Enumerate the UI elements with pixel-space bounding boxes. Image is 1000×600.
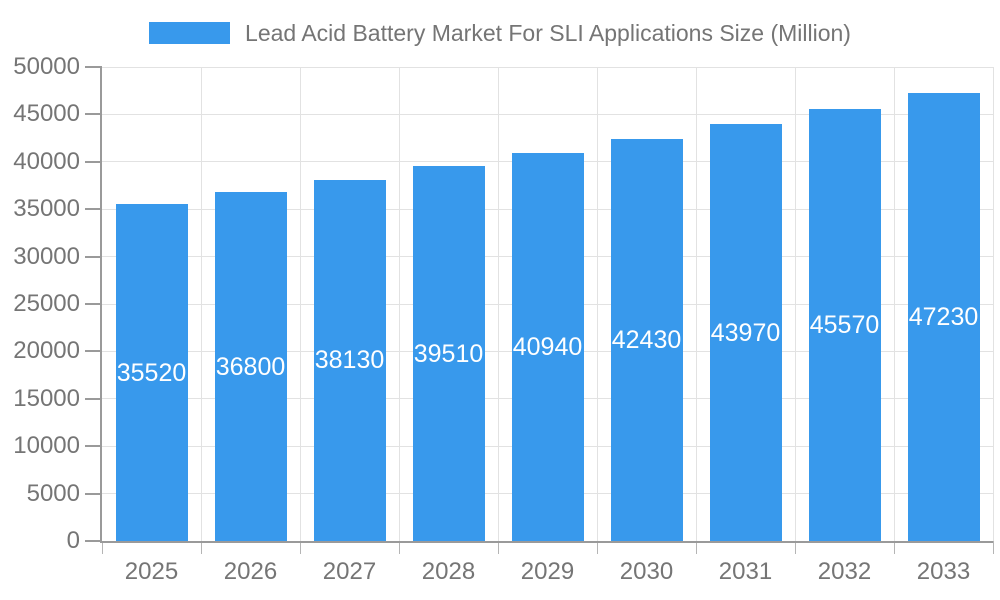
x-tick-label: 2025 (124, 558, 179, 585)
gridline-horizontal (102, 113, 993, 115)
gridline-vertical (596, 67, 598, 541)
x-tick-label: 2029 (520, 558, 575, 585)
y-tick-label: 20000 (13, 337, 80, 365)
bar-2032[interactable]: 45570 (808, 108, 881, 541)
x-axis-tick (695, 541, 697, 554)
bar-value-label: 40940 (512, 332, 583, 361)
x-tick-label: 2027 (322, 558, 377, 585)
x-axis-tick (101, 541, 103, 554)
bar-value-label: 42430 (611, 325, 682, 354)
x-tick-label: 2026 (223, 558, 278, 585)
gridline-vertical (695, 67, 697, 541)
bar-2027[interactable]: 38130 (313, 179, 386, 541)
legend-swatch (149, 22, 231, 44)
y-axis-line (100, 67, 102, 543)
gridline-vertical (992, 67, 994, 541)
x-axis-tick (299, 541, 301, 554)
y-axis-tick (85, 397, 102, 400)
y-tick-label: 10000 (13, 432, 80, 460)
y-axis-tick (85, 208, 102, 211)
y-tick-label: 15000 (13, 384, 80, 412)
bar-2025[interactable]: 35520 (115, 204, 188, 541)
bar-value-label: 36800 (215, 352, 286, 381)
y-tick-label: 0 (66, 527, 80, 554)
gridline-vertical (794, 67, 796, 541)
gridline-vertical (398, 67, 400, 541)
bar-value-label: 45570 (809, 310, 880, 339)
x-axis-tick (596, 541, 598, 554)
bar-value-label: 35520 (116, 358, 187, 387)
y-tick-label: 5000 (26, 479, 80, 507)
x-axis-line (100, 541, 993, 543)
gridline-horizontal (102, 66, 993, 68)
y-axis-tick (85, 255, 102, 258)
x-tick-label: 2028 (421, 558, 476, 585)
y-axis-tick (85, 113, 102, 116)
x-axis-tick (992, 541, 994, 554)
y-axis-tick (85, 160, 102, 163)
x-axis-tick (200, 541, 202, 554)
y-axis-tick (85, 540, 102, 542)
y-tick-label: 45000 (13, 100, 80, 128)
bar-2029[interactable]: 40940 (511, 152, 584, 541)
bar-value-label: 38130 (314, 346, 385, 375)
x-axis-tick (398, 541, 400, 554)
x-tick-label: 2032 (817, 558, 872, 585)
gridline-vertical (200, 67, 202, 541)
bar-value-label: 39510 (413, 339, 484, 368)
x-tick-label: 2031 (718, 558, 773, 585)
x-tick-label: 2030 (619, 558, 674, 585)
gridline-vertical (299, 67, 301, 541)
bar-2028[interactable]: 39510 (412, 166, 485, 541)
bar-2033[interactable]: 47230 (907, 93, 980, 541)
chart-title: Lead Acid Battery Market For SLI Applica… (245, 20, 851, 46)
bar-2030[interactable]: 42430 (610, 138, 683, 541)
x-tick-label: 2033 (916, 558, 971, 585)
x-axis-tick (794, 541, 796, 554)
y-axis-tick (85, 350, 102, 353)
x-axis-tick (893, 541, 895, 554)
x-axis-tick (497, 541, 499, 554)
bar-2031[interactable]: 43970 (709, 124, 782, 541)
y-tick-label: 35000 (13, 195, 80, 223)
gridline-vertical (497, 67, 499, 541)
y-axis-tick (85, 66, 102, 68)
y-axis-tick (85, 303, 102, 305)
bar-value-label: 47230 (908, 303, 979, 332)
y-tick-label: 30000 (13, 242, 80, 270)
bar-2026[interactable]: 36800 (214, 192, 287, 541)
y-tick-label: 25000 (13, 290, 80, 317)
y-tick-label: 40000 (13, 147, 80, 175)
y-tick-label: 50000 (13, 53, 80, 80)
legend-item[interactable]: Lead Acid Battery Market For SLI Applica… (0, 17, 1000, 49)
y-axis-tick (85, 445, 102, 448)
gridline-vertical (893, 67, 895, 541)
bar-value-label: 43970 (710, 318, 781, 347)
y-axis-tick (85, 492, 102, 495)
